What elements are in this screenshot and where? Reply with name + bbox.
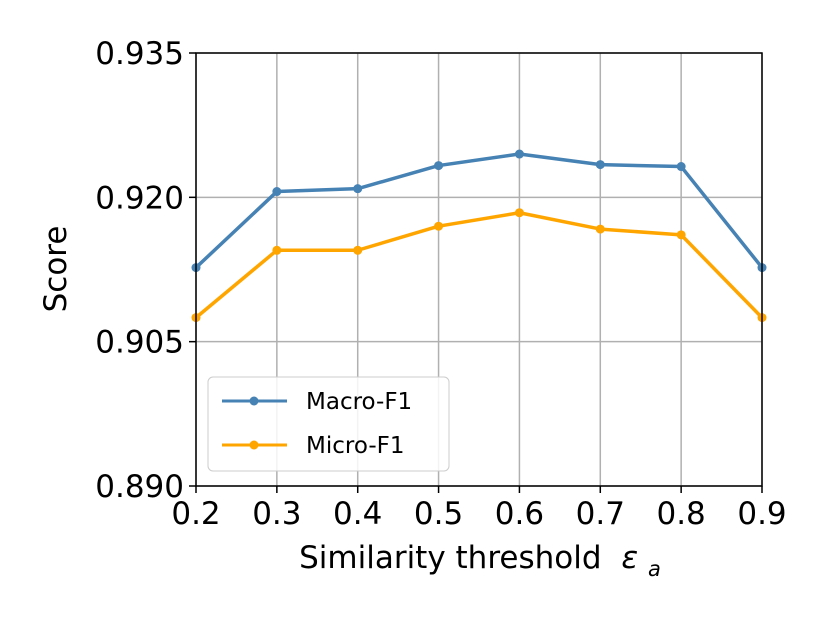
data-point-micro-f1	[272, 245, 282, 255]
y-tick-label: 0.920	[95, 180, 184, 216]
x-tick-label: 0.9	[737, 496, 786, 532]
data-point-macro-f1	[272, 187, 282, 197]
x-tick-label: 0.2	[171, 496, 220, 532]
x-tick-label: 0.6	[495, 496, 544, 532]
series-line-macro-f1	[194, 152, 764, 269]
y-tick-label: 0.890	[95, 469, 184, 505]
tick-labels: 0.2 0.3 0.4 0.5 0.6 0.7 0.8 0.9 0.890 0.905 0.920 0…	[95, 36, 786, 532]
series-line-micro-f1	[194, 210, 764, 319]
data-point-micro-f1	[434, 221, 444, 231]
legend-label-micro-f1: Micro-F1	[306, 433, 405, 459]
legend-label-macro-f1: Macro-F1	[306, 389, 412, 415]
data-point-micro-f1	[353, 245, 363, 255]
data-point-macro-f1	[434, 161, 444, 171]
x-tick-label: 0.8	[656, 496, 705, 532]
x-tick-label: 0.7	[576, 496, 625, 532]
y-tick-label: 0.905	[95, 325, 184, 361]
data-point-macro-f1	[514, 149, 524, 159]
x-axis-title-subscript: a	[648, 557, 661, 581]
data-point-micro-f1	[514, 208, 524, 218]
y-axis-title: Score	[38, 226, 74, 313]
legend: Macro-F1 Micro-F1	[207, 376, 450, 472]
y-tick-label: 0.935	[95, 36, 184, 72]
legend-marker-macro-f1	[249, 396, 259, 406]
data-point-micro-f1	[595, 224, 605, 234]
x-axis-title: Similarity threshold ε a	[299, 540, 661, 581]
x-tick-label: 0.4	[333, 496, 382, 532]
axis-ticks	[189, 52, 763, 493]
x-tick-label: 0.3	[252, 496, 301, 532]
x-axis-title-text: Similarity threshold	[299, 540, 601, 576]
x-tick-label: 0.5	[414, 496, 463, 532]
series-layer	[191, 149, 767, 323]
x-axis-title-symbol: ε	[621, 540, 638, 576]
data-point-macro-f1	[353, 184, 363, 194]
data-point-macro-f1	[676, 162, 686, 172]
legend-marker-micro-f1	[249, 440, 259, 450]
data-point-micro-f1	[676, 230, 686, 240]
plot-frame	[195, 52, 763, 487]
data-point-macro-f1	[595, 160, 605, 170]
